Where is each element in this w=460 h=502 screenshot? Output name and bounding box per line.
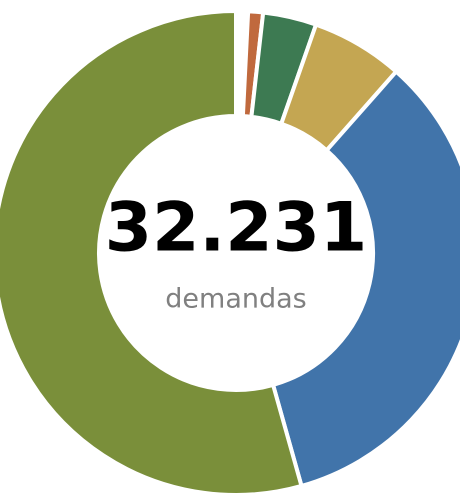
center-value: 32.231 <box>105 189 367 268</box>
slice <box>271 69 460 488</box>
donut <box>0 9 460 497</box>
slice <box>0 9 304 497</box>
center-caption: demandas <box>165 284 306 315</box>
